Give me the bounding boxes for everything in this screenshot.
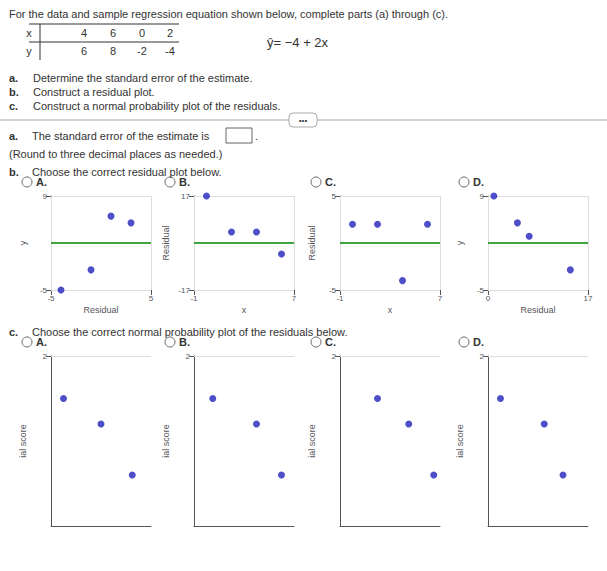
svg-text:6: 6 bbox=[81, 45, 87, 57]
svg-text:A.: A. bbox=[36, 336, 47, 348]
svg-text:5: 5 bbox=[332, 192, 337, 201]
svg-text:17: 17 bbox=[181, 192, 190, 201]
svg-text:c.: c. bbox=[9, 100, 18, 112]
svg-text:•••: ••• bbox=[299, 116, 308, 125]
svg-text:(Round to three decimal places: (Round to three decimal places as needed… bbox=[9, 148, 222, 160]
svg-text:ial score: ial score bbox=[161, 424, 171, 458]
svg-text:17: 17 bbox=[584, 294, 593, 303]
svg-text:a.: a. bbox=[9, 130, 18, 142]
svg-text:Residual: Residual bbox=[83, 305, 118, 315]
svg-text:-1: -1 bbox=[336, 294, 344, 303]
svg-text:The standard error of the esti: The standard error of the estimate is bbox=[32, 130, 210, 142]
svg-text:2: 2 bbox=[332, 352, 337, 361]
svg-text:-2: -2 bbox=[137, 45, 147, 57]
svg-text:D.: D. bbox=[473, 336, 484, 348]
svg-text:B.: B. bbox=[179, 176, 190, 188]
svg-text:2: 2 bbox=[480, 352, 485, 361]
svg-text:-17: -17 bbox=[178, 286, 190, 295]
svg-text:Determine the standard error o: Determine the standard error of the esti… bbox=[33, 72, 253, 84]
svg-text:Construct a residual plot.: Construct a residual plot. bbox=[33, 86, 155, 98]
svg-text:ial score: ial score bbox=[18, 424, 28, 458]
svg-text:-5: -5 bbox=[477, 286, 485, 295]
svg-text:ŷ= −4 + 2x: ŷ= −4 + 2x bbox=[267, 35, 329, 50]
svg-text:0: 0 bbox=[139, 27, 145, 39]
svg-text:-5: -5 bbox=[329, 286, 337, 295]
svg-text:5: 5 bbox=[149, 294, 154, 303]
svg-text:y: y bbox=[18, 240, 28, 245]
svg-text:2: 2 bbox=[167, 27, 173, 39]
svg-text:a.: a. bbox=[9, 72, 18, 84]
svg-text:C.: C. bbox=[325, 176, 336, 188]
svg-text:7: 7 bbox=[292, 294, 297, 303]
svg-text:7: 7 bbox=[438, 294, 443, 303]
svg-text:b.: b. bbox=[9, 86, 19, 98]
svg-text:Residual: Residual bbox=[161, 225, 171, 260]
svg-text:Choose the correct normal prob: Choose the correct normal probability pl… bbox=[32, 325, 348, 338]
svg-text:x: x bbox=[26, 27, 32, 39]
svg-text:4: 4 bbox=[81, 27, 87, 39]
svg-text:-5: -5 bbox=[47, 294, 55, 303]
svg-text:6: 6 bbox=[110, 27, 116, 39]
svg-text:A.: A. bbox=[36, 176, 47, 188]
svg-text:Residual: Residual bbox=[520, 305, 555, 315]
svg-text:-5: -5 bbox=[40, 286, 48, 295]
svg-text:y: y bbox=[455, 240, 465, 245]
svg-text:ial score: ial score bbox=[455, 424, 465, 458]
svg-text:-1: -1 bbox=[190, 294, 198, 303]
svg-text:8: 8 bbox=[110, 45, 116, 57]
svg-text:b.: b. bbox=[9, 166, 19, 178]
svg-text:2: 2 bbox=[186, 352, 191, 361]
svg-text:ial score: ial score bbox=[307, 424, 317, 458]
svg-text:Construct a normal probability: Construct a normal probability plot of t… bbox=[33, 100, 281, 112]
svg-text:C.: C. bbox=[325, 336, 336, 348]
svg-text:Residual: Residual bbox=[307, 225, 317, 260]
svg-text:y: y bbox=[26, 45, 32, 57]
svg-text:x: x bbox=[242, 305, 247, 315]
svg-text:.: . bbox=[255, 130, 258, 142]
svg-text:2: 2 bbox=[43, 352, 48, 361]
svg-text:For the data and sample regres: For the data and sample regression equat… bbox=[9, 8, 448, 20]
svg-text:x: x bbox=[388, 305, 393, 315]
svg-text:9: 9 bbox=[480, 192, 485, 201]
svg-text:c.: c. bbox=[9, 326, 18, 338]
svg-text:D.: D. bbox=[473, 176, 484, 188]
svg-text:Choose the correct residual pl: Choose the correct residual plot below. bbox=[32, 166, 222, 178]
svg-text:B.: B. bbox=[179, 336, 190, 348]
svg-text:-4: -4 bbox=[165, 45, 175, 57]
svg-text:0: 0 bbox=[486, 294, 491, 303]
svg-text:9: 9 bbox=[43, 192, 48, 201]
